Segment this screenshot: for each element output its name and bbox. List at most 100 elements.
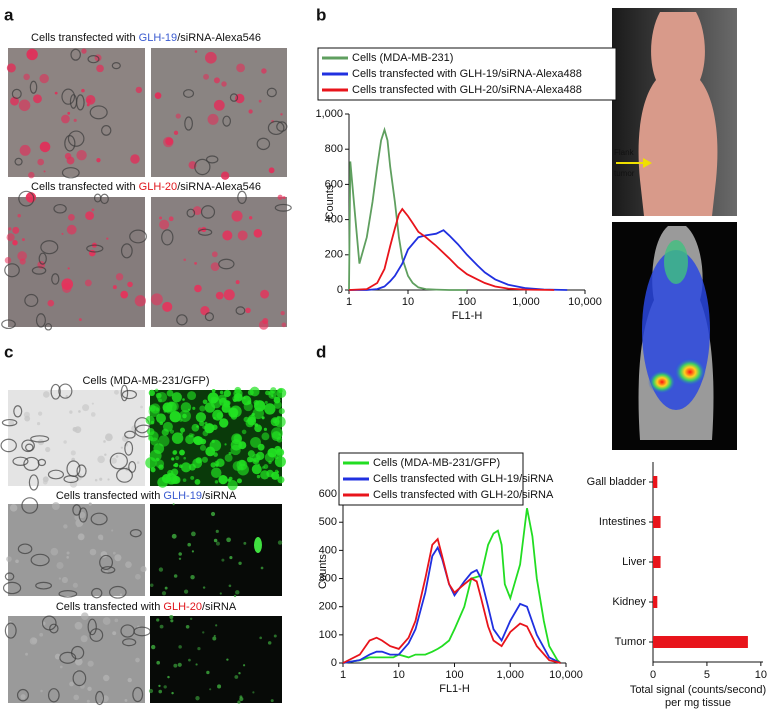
cell-signal	[169, 429, 175, 434]
cell-signal	[74, 621, 83, 630]
cell-signal	[69, 681, 74, 687]
cell-outline	[12, 456, 29, 466]
cell-outline	[222, 115, 232, 127]
x-tick-label: 5	[704, 669, 710, 681]
cell-signal	[61, 114, 70, 124]
x-tick-label: 10	[393, 669, 405, 681]
cell-signal	[28, 171, 35, 179]
cell-signal	[235, 590, 240, 595]
cell-signal	[66, 156, 75, 165]
cell-signal	[86, 103, 90, 107]
cell-signal	[47, 299, 55, 307]
x-tick-label: 100	[445, 669, 463, 681]
cell-outline	[200, 205, 216, 219]
cell-signal	[211, 389, 216, 393]
cell-signal	[241, 429, 247, 435]
cell-signal	[166, 389, 174, 397]
cell-signal	[252, 457, 260, 465]
cell-signal	[191, 423, 200, 432]
cell-outline	[87, 54, 100, 64]
cell-signal	[125, 561, 132, 568]
cell-signal	[15, 559, 19, 564]
cell-signal	[189, 617, 193, 621]
cell-signal	[155, 388, 159, 392]
cell-signal	[211, 439, 215, 444]
cell-signal	[120, 290, 129, 299]
cell-signal	[73, 118, 77, 122]
cell-signal	[175, 113, 181, 119]
cell-signal	[67, 267, 70, 270]
cell-signal	[215, 541, 220, 546]
cell-signal	[223, 389, 231, 398]
cell-outline	[25, 443, 34, 452]
bar	[653, 516, 661, 528]
caption-part: GLH-20	[163, 601, 202, 613]
series-line	[342, 508, 562, 664]
cell-outline	[205, 155, 219, 164]
cell-outline	[197, 228, 213, 236]
x-tick-label: 1,000	[512, 296, 540, 308]
legend-label: Cells (MDA-MB-231/GFP)	[373, 457, 500, 469]
cell-signal	[63, 524, 68, 529]
cell-signal	[212, 636, 217, 641]
cell-signal	[226, 658, 229, 661]
cell-outline	[61, 88, 76, 105]
cell-signal	[9, 504, 18, 512]
cell-signal	[259, 636, 262, 640]
caption: Cells transfected with GLH-19/siRNA-Alex…	[31, 32, 261, 44]
cell-outline	[86, 244, 104, 253]
cell-signal	[191, 531, 196, 537]
cell-signal	[21, 238, 25, 242]
cell-signal	[202, 631, 205, 634]
x-tick-label: 10,000	[549, 669, 583, 681]
cell-signal	[251, 464, 262, 475]
cell-signal	[203, 73, 210, 80]
cell-signal	[171, 533, 177, 539]
bar	[653, 636, 748, 648]
cell-signal	[213, 99, 225, 111]
cell-signal	[247, 400, 252, 405]
cell-signal	[67, 213, 75, 221]
cell-signal	[4, 257, 12, 264]
cell-signal	[111, 529, 114, 532]
cell-outline	[41, 615, 57, 631]
y-tick-label: 300	[319, 572, 337, 584]
cell-signal	[151, 644, 156, 650]
cell-signal	[162, 301, 173, 312]
x-tick-label: 100	[458, 296, 476, 308]
cell-signal	[66, 556, 69, 559]
cell-signal	[207, 392, 219, 404]
cell-signal	[171, 432, 184, 444]
caption: Cells transfected with GLH-20/siRNA	[56, 601, 237, 613]
caption: Cells (MDA-MB-231/GFP)	[82, 375, 209, 387]
cell-signal	[254, 537, 262, 553]
cell-outline	[70, 48, 81, 61]
micrograph	[150, 616, 282, 703]
legend-label: Cells transfected with GLH-19/siRNA	[373, 473, 554, 485]
cell-signal	[242, 664, 246, 667]
cell-signal	[182, 478, 187, 482]
cell-signal	[248, 109, 253, 114]
y-tick-label: 400	[319, 544, 337, 556]
legend-label: Cells transfected with GLH-19/siRNA-Alex…	[352, 68, 582, 80]
cell-signal	[56, 561, 64, 569]
cell-signal	[81, 48, 87, 54]
cell-signal	[229, 556, 233, 560]
cell-outline	[266, 87, 277, 98]
cell-signal	[213, 538, 218, 543]
cell-signal	[37, 158, 45, 166]
cell-signal	[263, 427, 268, 431]
cell-signal	[215, 529, 219, 533]
caption-part: Cells (MDA-MB-231/GFP)	[82, 375, 209, 387]
cell-signal	[237, 230, 248, 241]
x-tick-label: 0	[650, 669, 656, 681]
cell-signal	[76, 149, 87, 161]
cell-signal	[110, 457, 117, 464]
cell-signal	[25, 192, 37, 203]
y-tick-label: Tumor	[615, 636, 647, 648]
cell-signal	[50, 547, 59, 556]
cell-signal	[156, 391, 168, 403]
cell-outline	[256, 137, 271, 151]
micrograph	[151, 48, 287, 177]
cell-outline	[21, 497, 39, 514]
